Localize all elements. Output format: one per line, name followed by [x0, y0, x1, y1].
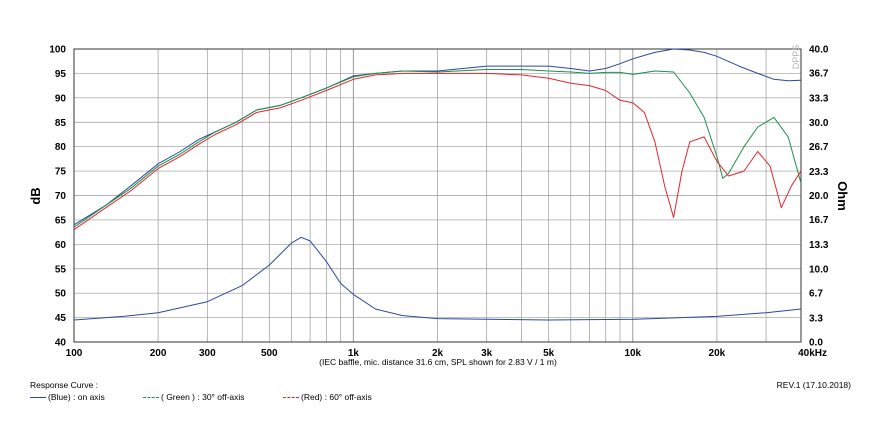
- series-line-3: [73, 236, 802, 321]
- response-curve-title: Response Curve :: [30, 380, 99, 390]
- series-line-2: [73, 72, 802, 231]
- x-tick-label: 1k: [348, 348, 360, 359]
- y-tick-label: 85: [55, 118, 67, 129]
- series-layer: [73, 48, 802, 321]
- y-tick-label: 60: [55, 240, 67, 251]
- legend-swatch: [283, 396, 299, 398]
- y-tick-label: 80: [55, 142, 67, 153]
- y-tick-label: 55: [55, 264, 67, 275]
- y2-tick-label: 10.0: [809, 264, 829, 275]
- y2-tick-label: 40.0: [809, 45, 829, 56]
- y2-tick-label: 26.7: [809, 142, 829, 153]
- y-tick-label: 65: [55, 215, 67, 226]
- y-tick-label: 70: [55, 191, 67, 202]
- plot-frame: [73, 48, 802, 343]
- y2-tick-label: 3.3: [809, 313, 823, 324]
- y-axis-ticks: 100 95 90 85 80 75 70 65 60 55 50 45 40: [49, 45, 66, 349]
- revision-label: REV.1 (17.10.2018): [776, 380, 851, 390]
- y2-tick-label: 23.3: [809, 167, 829, 178]
- x-tick-label: 5k: [543, 348, 555, 359]
- y-tick-label: 75: [55, 167, 67, 178]
- y-tick-label: 100: [49, 45, 66, 56]
- y2-axis-ticks: 40.0 36.7 33.3 30.0 26.7 23.3 20.0 16.7 13.3 10.0…: [809, 45, 829, 349]
- y2-tick-label: 0.0: [809, 338, 823, 349]
- legend-label: (Red) : 60° off-axis: [301, 392, 372, 402]
- x-tick-label: 200: [150, 348, 167, 359]
- y2-axis-label: Ohm: [835, 181, 850, 211]
- y2-tick-label: 20.0: [809, 191, 829, 202]
- chart-caption: (IEC baffle, mic. distance 31.6 cm, SPL …: [319, 357, 557, 367]
- y-tick-label: 45: [55, 313, 67, 324]
- series-line-0: [73, 48, 802, 226]
- y-axis-label: dB: [28, 187, 43, 204]
- y2-tick-label: 6.7: [809, 288, 823, 299]
- legend-item-60-off-axis: (Red) : 60° off-axis: [283, 392, 372, 402]
- y2-tick-label: 16.7: [809, 215, 829, 226]
- y-tick-label: 50: [55, 289, 67, 300]
- y2-tick-label: 36.7: [809, 69, 829, 80]
- legend-item-on-axis: (Blue) : on axis: [30, 392, 105, 402]
- watermark: DPPS: [791, 45, 801, 70]
- x-tick-label: 100: [66, 348, 83, 359]
- x-tick-label: 500: [261, 348, 278, 359]
- y-tick-label: 40: [55, 338, 67, 349]
- chart-grid: [74, 49, 801, 342]
- y2-tick-label: 30.0: [809, 118, 829, 129]
- x-axis-ticks: 100 200 300 500 1k 2k 3k 5k 10k 20k 40kHz: [66, 348, 827, 359]
- legend-swatch: [143, 396, 159, 398]
- y-tick-label: 95: [55, 69, 67, 80]
- y2-tick-label: 33.3: [809, 94, 829, 105]
- x-tick-label: 20k: [709, 348, 726, 359]
- x-tick-label: 10k: [624, 348, 641, 359]
- x-tick-label: 3k: [481, 348, 493, 359]
- y2-tick-label: 13.3: [809, 240, 829, 251]
- x-tick-label: 300: [199, 348, 216, 359]
- legend-label: (Blue) : on axis: [48, 392, 105, 402]
- legend-item-30-off-axis: ( Green ) : 30° off-axis: [143, 392, 245, 402]
- y-tick-label: 90: [55, 93, 67, 104]
- series-line-1: [73, 69, 802, 228]
- legend-label: ( Green ) : 30° off-axis: [161, 392, 245, 402]
- x-tick-label: 40kHz: [798, 348, 827, 359]
- legend-swatch: [30, 396, 46, 398]
- x-tick-label: 2k: [432, 348, 444, 359]
